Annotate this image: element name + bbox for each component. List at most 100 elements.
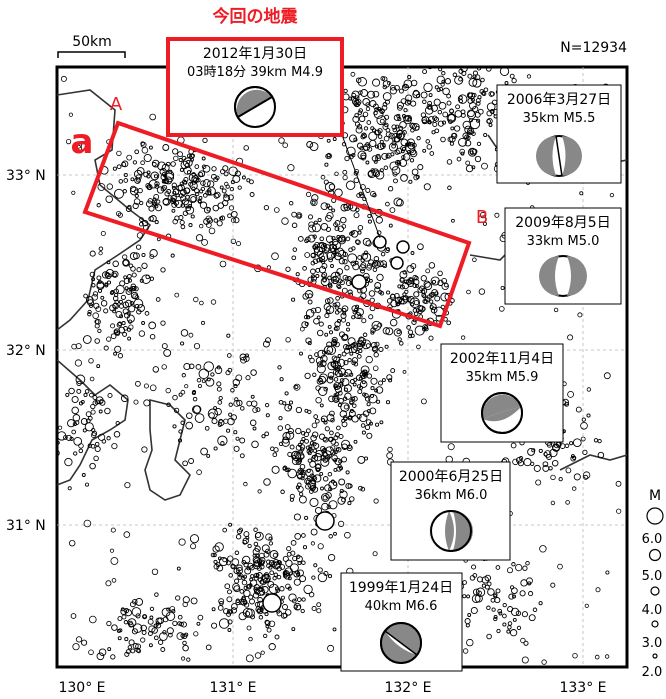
earthquake-dot — [413, 174, 419, 181]
earthquake-dot — [363, 393, 369, 399]
earthquake-dot — [143, 171, 149, 178]
earthquake-dot — [415, 174, 420, 180]
earthquake-dot — [324, 426, 330, 432]
earthquake-dot — [149, 276, 155, 281]
earthquake-dot — [339, 280, 345, 286]
earthquake-dot — [444, 78, 452, 85]
earthquake-dot — [97, 279, 102, 284]
earthquake-dot — [285, 431, 295, 440]
earthquake-dot — [148, 321, 157, 330]
earthquake-dot — [369, 407, 377, 415]
earthquake-dot — [358, 191, 363, 196]
earthquake-dot — [393, 197, 403, 207]
earthquake-dot — [465, 160, 471, 166]
earthquake-dot — [87, 443, 92, 448]
earthquake-dot — [215, 175, 220, 180]
earthquake-dot — [99, 399, 106, 406]
earthquake-dot — [564, 401, 570, 407]
earthquake-dot — [141, 219, 149, 227]
earthquake-dot — [113, 351, 118, 356]
earthquake-dot — [213, 559, 218, 564]
earthquake-dot — [603, 372, 611, 380]
earthquake-dot — [373, 352, 379, 358]
earthquake-dot — [112, 303, 118, 309]
earthquake-dot — [380, 108, 385, 114]
earthquake-dot — [124, 481, 131, 489]
earthquake-dot — [132, 293, 139, 300]
earthquake-dot — [112, 309, 117, 314]
earthquake-dot — [399, 270, 408, 279]
earthquake-dot — [333, 395, 339, 401]
earthquake-dot — [362, 332, 368, 338]
earthquake-dot — [304, 438, 309, 444]
earthquake-dot — [243, 145, 249, 151]
earthquake-dot — [581, 417, 586, 422]
earthquake-dot — [471, 97, 475, 102]
earthquake-dot — [421, 326, 427, 332]
earthquake-dot — [431, 130, 436, 135]
earthquake-dot — [333, 365, 339, 371]
earthquake-dot — [334, 369, 343, 378]
earthquake-dot — [368, 259, 375, 266]
earthquake-dot — [113, 288, 119, 294]
earthquake-dot — [196, 377, 202, 383]
earthquake-dot — [313, 563, 318, 568]
earthquake-dot — [130, 648, 136, 654]
earthquake-dot — [263, 633, 268, 639]
earthquake-dot — [216, 564, 224, 572]
earthquake-dot — [276, 610, 283, 617]
earthquake-dot — [472, 257, 477, 263]
earthquake-dot — [243, 589, 251, 598]
earthquake-dot — [265, 337, 271, 344]
earthquake-dot — [263, 572, 270, 578]
earthquake-dot — [134, 380, 141, 387]
earthquake-dot — [331, 454, 338, 462]
earthquake-dot — [567, 334, 574, 341]
area-label: a — [71, 122, 94, 162]
earthquake-dot — [120, 294, 126, 300]
earthquake-dot — [437, 270, 443, 277]
earthquake-dot — [124, 299, 133, 308]
earthquake-dot — [239, 453, 245, 459]
earthquake-dot — [391, 124, 397, 130]
earthquake-dot — [446, 58, 452, 64]
earthquake-dot — [359, 146, 364, 151]
earthquake-dot — [336, 268, 344, 275]
earthquake-dot — [282, 604, 288, 610]
earthquake-dot — [342, 415, 348, 421]
earthquake-dot — [312, 441, 317, 447]
earthquake-dot — [311, 223, 322, 233]
earthquake-dot — [129, 252, 138, 261]
earthquake-dot — [110, 333, 117, 340]
earthquake-dot — [124, 286, 129, 291]
earthquake-dot — [516, 625, 522, 631]
earthquake-dot — [337, 464, 342, 469]
earthquake-dot — [160, 267, 166, 273]
earthquake-dot — [565, 467, 572, 474]
earthquake-dot — [370, 377, 378, 385]
earthquake-dot — [466, 289, 471, 295]
earthquake-dot — [342, 175, 348, 181]
earthquake-dot — [426, 144, 433, 150]
earthquake-dot — [248, 636, 253, 642]
earthquake-dot — [399, 341, 404, 346]
earthquake-dot — [324, 298, 331, 304]
earthquake-dot — [310, 275, 317, 282]
earthquake-dot — [164, 191, 170, 197]
earthquake-dot — [74, 359, 83, 367]
earthquake-dot — [341, 421, 348, 428]
earthquake-dot — [434, 128, 440, 134]
earthquake-dot — [425, 139, 430, 144]
earthquake-dot — [149, 606, 155, 612]
earthquake-dot — [235, 374, 243, 382]
earthquake-dot — [304, 321, 309, 326]
earthquake-dot — [205, 377, 215, 387]
earthquake-dot — [91, 277, 96, 282]
earthquake-dot — [233, 399, 241, 407]
earthquake-dot — [462, 648, 469, 654]
earthquake-dot — [341, 456, 348, 463]
earthquake-dot — [362, 392, 367, 397]
earthquake-dot — [368, 314, 374, 320]
earthquake-dot — [329, 410, 335, 417]
earthquake-dot — [197, 171, 204, 178]
